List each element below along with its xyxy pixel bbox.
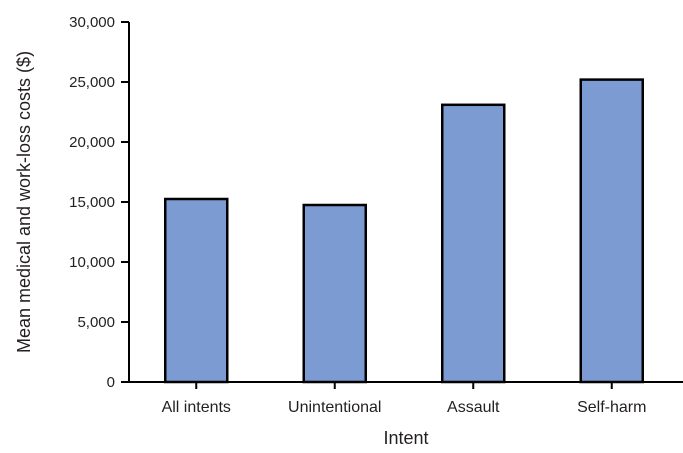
y-tick-label: 20,000 bbox=[69, 134, 115, 151]
y-tick-label: 0 bbox=[107, 374, 115, 391]
y-axis-title: Mean medical and work-loss costs ($) bbox=[14, 51, 34, 353]
bar-all-intents bbox=[164, 197, 229, 384]
bars bbox=[164, 78, 644, 384]
y-tick-label: 30,000 bbox=[69, 14, 115, 31]
y-tick-label: 15,000 bbox=[69, 194, 115, 211]
x-tick-label: Unintentional bbox=[288, 399, 381, 416]
bar-assault bbox=[441, 103, 506, 384]
x-axis-title: Intent bbox=[383, 428, 428, 448]
x-tick-label: Assault bbox=[447, 399, 500, 416]
y-axis-ticks: 0 5,000 10,000 15,000 20,000 25,000 30,000 bbox=[69, 14, 129, 391]
y-tick-label: 5,000 bbox=[77, 314, 115, 331]
bar-self-harm bbox=[579, 78, 644, 384]
bar-unintentional bbox=[302, 203, 367, 384]
x-tick-label: All intents bbox=[162, 399, 231, 416]
x-tick-label: Self-harm bbox=[577, 399, 646, 416]
x-axis-ticks: All intents Unintentional Assault Self-harm bbox=[162, 382, 646, 416]
y-tick-label: 25,000 bbox=[69, 74, 115, 91]
y-tick-label: 10,000 bbox=[69, 254, 115, 271]
